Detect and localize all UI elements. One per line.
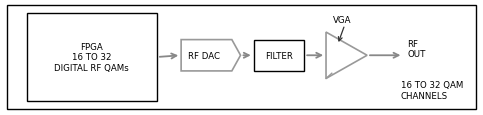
Text: FPGA
16 TO 32
DIGITAL RF QAMs: FPGA 16 TO 32 DIGITAL RF QAMs bbox=[55, 43, 129, 72]
Polygon shape bbox=[326, 33, 367, 79]
Text: 16 TO 32 QAM
CHANNELS: 16 TO 32 QAM CHANNELS bbox=[401, 81, 463, 100]
Bar bbox=[27, 14, 157, 101]
Text: RF DAC: RF DAC bbox=[188, 51, 220, 60]
Text: FILTER: FILTER bbox=[265, 51, 293, 60]
Bar bbox=[254, 40, 304, 71]
Text: VGA: VGA bbox=[333, 16, 352, 25]
Polygon shape bbox=[181, 40, 241, 71]
Text: RF
OUT: RF OUT bbox=[407, 39, 426, 59]
